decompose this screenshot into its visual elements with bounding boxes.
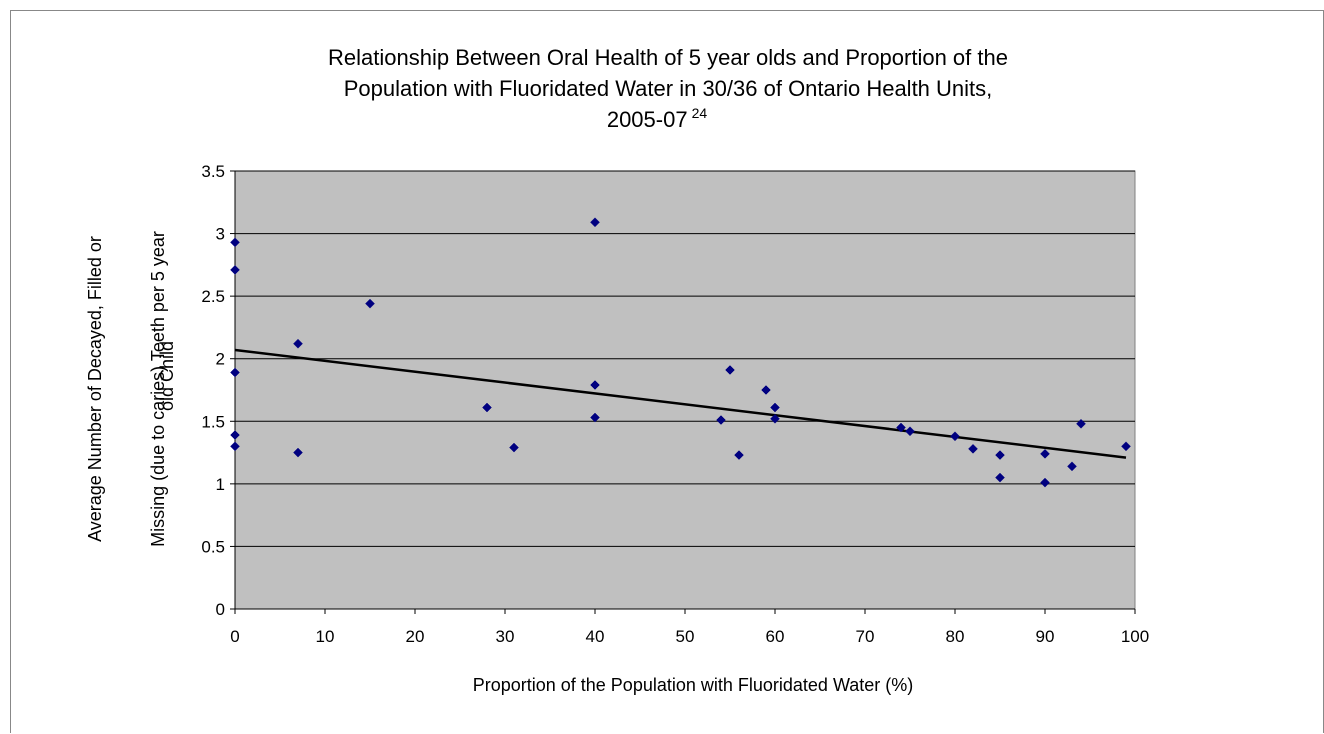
data-point-13 [716,415,726,425]
chart-title: Relationship Between Oral Health of 5 ye… [328,45,1008,132]
x-tick-label-5: 50 [676,627,695,646]
data-point-1 [230,265,240,275]
y-tick-label-3: 1.5 [201,412,225,431]
data-point-15 [734,450,744,460]
x-tick-label-0: 0 [230,627,239,646]
data-point-10 [590,217,600,228]
chart-title-line-3-text: 2005-07 [607,107,688,132]
y-tick-label-2: 1 [216,475,225,494]
data-point-16 [761,385,771,395]
data-point-7 [365,298,375,309]
gridlines [235,170,1135,547]
y-tick-labels: 0 0.5 1 1.5 2 2.5 3 3.5 [201,162,225,619]
x-tick-label-3: 30 [496,627,515,646]
x-tick-label-1: 10 [316,627,335,646]
data-point-3 [230,430,240,440]
data-point-0 [230,237,240,248]
data-point-9 [509,442,519,453]
y-axis-label: Average Number of Decayed, Filled or Mis… [85,231,177,547]
chart-title-line-2: Population with Fluoridated Water in 30/… [344,76,993,101]
data-point-23 [995,450,1005,460]
trendline [234,348,1127,459]
trendline-line [234,348,1127,459]
y-tick-label-7: 3.5 [201,162,225,181]
data-points [230,217,1131,488]
x-tick-label-2: 20 [406,627,425,646]
data-point-5 [293,338,303,349]
chart-title-superscript: 24 [692,105,708,121]
data-point-14 [725,365,735,375]
x-tick-label-9: 90 [1036,627,1055,646]
x-tick-label-6: 60 [766,627,785,646]
data-point-26 [1040,477,1050,488]
x-tick-label-7: 70 [856,627,875,646]
data-point-4 [230,441,240,452]
y-tick-label-4: 2 [216,350,225,369]
data-point-29 [1121,441,1131,452]
data-point-6 [293,447,303,458]
data-point-21 [950,431,960,442]
y-tick-label-1: 0.5 [201,537,225,556]
x-axis-label: Proportion of the Population with Fluori… [473,675,914,695]
x-tick-label-8: 80 [946,627,965,646]
x-tick-label-4: 40 [586,627,605,646]
data-point-28 [1076,418,1086,429]
scatter-chart: Relationship Between Oral Health of 5 ye… [85,45,1149,695]
plot-area [234,170,1136,610]
data-point-12 [590,412,600,423]
data-point-22 [968,443,978,454]
y-axis-label-line-1: Average Number of Decayed, Filled or [85,236,105,542]
chart-title-line-3: 2005-07 24 [607,105,708,132]
data-point-2 [230,367,240,378]
data-point-17 [770,402,780,413]
data-point-11 [590,380,600,390]
y-tick-label-0: 0 [216,600,225,619]
data-point-19 [896,422,906,433]
y-axis-label-line-3: old Child [157,341,177,411]
y-tick-label-6: 3 [216,225,225,244]
chart-title-line-1: Relationship Between Oral Health of 5 ye… [328,45,1008,70]
x-tick-labels: 0 10 20 30 40 50 60 70 80 90 100 [230,627,1149,646]
chart-frame: Relationship Between Oral Health of 5 ye… [10,10,1324,733]
data-point-8 [482,402,492,413]
y-axis-label-line-2: Missing (due to caries) Teeth per 5 year [148,231,168,547]
data-point-24 [995,472,1005,483]
x-tick-label-10: 100 [1121,627,1149,646]
y-tick-label-5: 2.5 [201,287,225,306]
data-point-25 [1040,448,1050,459]
data-point-18 [770,413,780,424]
data-point-20 [905,426,915,437]
data-point-27 [1067,461,1077,472]
